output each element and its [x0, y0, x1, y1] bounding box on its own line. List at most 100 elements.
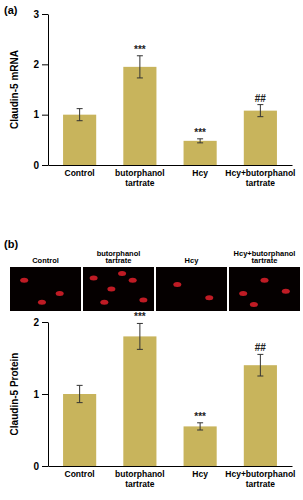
- error-cap: [77, 108, 83, 109]
- tick: Control: [65, 165, 95, 178]
- micrograph-label: Control: [32, 256, 59, 265]
- fluorescence-spot: [100, 300, 108, 305]
- x-axis: Control butorphanoltartrate Hcy Hcy+butorph…: [49, 466, 296, 489]
- fluorescence-spot: [261, 278, 269, 283]
- micrograph: [83, 267, 154, 311]
- bar: [63, 394, 96, 466]
- tick: 1: [33, 109, 48, 120]
- tick-label: butorphanoltartrate: [115, 469, 165, 489]
- tick-label: butorphanoltartrate: [115, 168, 165, 188]
- bar: [123, 336, 156, 466]
- bar: [244, 365, 277, 466]
- y-axis: 0 1 2: [33, 317, 48, 472]
- tick: 3: [33, 9, 48, 20]
- error-bar: [257, 105, 263, 117]
- error-cap: [77, 120, 83, 121]
- axis-title: Claudin-5 Protein: [9, 353, 20, 436]
- tick-label: Hcy+butorphanoltartrate: [225, 168, 295, 188]
- tick: Hcy: [192, 165, 208, 178]
- error-cap: [197, 138, 203, 139]
- error-stem: [200, 139, 201, 143]
- fluorescence-spot: [139, 298, 147, 303]
- tick: butorphanoltartrate: [115, 165, 165, 188]
- error-stem: [139, 323, 140, 349]
- micrograph-background: [156, 267, 227, 311]
- bar: [63, 115, 96, 165]
- plot-area: [63, 56, 277, 165]
- panel: (a)Claudin-5 mRNA******##0123Controlbuto…: [4, 4, 295, 188]
- fluorescence-spot: [20, 278, 28, 283]
- error-cap: [257, 116, 263, 117]
- bar: [184, 141, 217, 165]
- bar: [244, 111, 277, 165]
- error-stem: [200, 423, 201, 430]
- tick-label: 1: [33, 109, 39, 120]
- fluorescence-spot: [239, 291, 247, 296]
- error-cap: [137, 323, 143, 324]
- error-bar: [137, 323, 143, 349]
- error-cap: [257, 376, 263, 377]
- error-bar: [77, 385, 83, 402]
- micrograph-background: [10, 267, 81, 311]
- tick: 2: [33, 59, 48, 70]
- tick-label: Control: [65, 469, 95, 479]
- error-cap: [197, 422, 203, 423]
- fluorescence-spot: [173, 282, 181, 287]
- tick-mark: [42, 165, 48, 166]
- annotation: ##: [255, 342, 267, 353]
- tick-label: Hcy+butorphanoltartrate: [225, 469, 295, 489]
- axis-line: [49, 466, 293, 467]
- annotation: ***: [134, 44, 146, 55]
- fluorescence-spot: [107, 287, 115, 292]
- tick: 2: [33, 317, 48, 328]
- error-stem: [260, 354, 261, 376]
- fluorescence-spot: [38, 300, 46, 305]
- figure: (a)Claudin-5 mRNA******##0123Controlbuto…: [0, 0, 303, 500]
- tick-label: Control: [65, 168, 95, 178]
- tick-label: 0: [33, 160, 39, 171]
- fluorescence-spot: [90, 276, 98, 281]
- tick: Hcy: [192, 466, 208, 479]
- fluorescence-spot: [205, 295, 213, 300]
- fluorescence-spot: [282, 289, 290, 294]
- x-axis: Control butorphanoltartrate Hcy Hcy+butorph…: [49, 165, 296, 188]
- error-bar: [197, 423, 203, 430]
- tick-label: 2: [33, 59, 39, 70]
- annotation: ##: [255, 93, 267, 104]
- fluorescence-spot: [129, 278, 137, 283]
- tick-label: 1: [33, 389, 39, 400]
- annotation: ***: [134, 311, 146, 322]
- micrograph-label: Hcy: [185, 256, 200, 265]
- error-cap: [257, 354, 263, 355]
- error-bar: [137, 56, 143, 78]
- axis-line: [48, 323, 49, 467]
- error-stem: [139, 56, 140, 78]
- micrograph-label: butorphanoltartrate: [97, 249, 141, 266]
- error-cap: [197, 430, 203, 431]
- panel-title: (b): [4, 238, 18, 250]
- error-stem: [79, 385, 80, 402]
- panel-title: (a): [4, 4, 18, 16]
- error-cap: [137, 77, 143, 78]
- fluorescence-spot: [56, 291, 64, 296]
- tick-label: 3: [33, 9, 39, 20]
- micrograph-background: [83, 267, 154, 311]
- tick-mark: [42, 322, 48, 323]
- micrograph-label: Hcy+butorphanoltartrate: [234, 249, 296, 266]
- fluorescence-spot: [250, 302, 258, 307]
- tick-label: Hcy: [192, 469, 208, 479]
- micrograph-background: [229, 267, 300, 311]
- micrograph: [10, 267, 81, 311]
- error-cap: [137, 349, 143, 350]
- tick-mark: [42, 115, 48, 116]
- tick: 0: [33, 461, 48, 472]
- error-stem: [79, 109, 80, 121]
- tick-label: 2: [33, 317, 39, 328]
- tick-label: 0: [33, 461, 39, 472]
- tick: 0: [33, 160, 48, 171]
- error-bar: [77, 109, 83, 121]
- annotation: ***: [194, 411, 206, 422]
- plot-area: [63, 323, 277, 466]
- error-bar: [197, 139, 203, 143]
- error-cap: [77, 385, 83, 386]
